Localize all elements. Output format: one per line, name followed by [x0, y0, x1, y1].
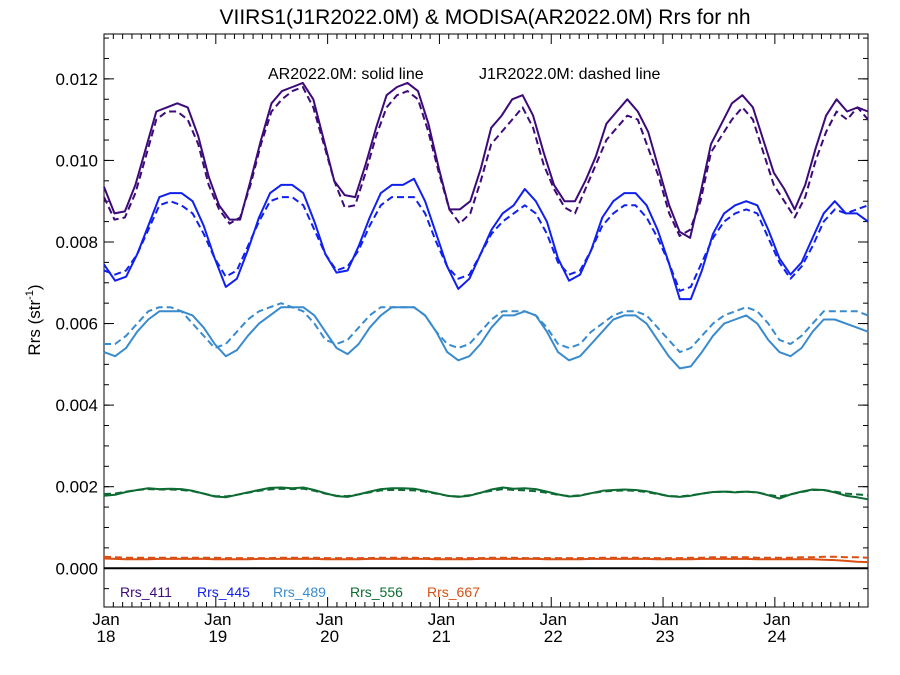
y-tick-label: 0.000 [55, 559, 98, 578]
legend-label: Rrs_411 [120, 584, 172, 600]
Rrs_411-dashed-line [103, 86, 869, 237]
y-axis-label-main: Rrs (str [25, 300, 44, 356]
chart-title: VIIRS1(J1R2022.0M) & MODISA(AR2022.0M) R… [219, 6, 750, 29]
Rrs_556-solid-line [103, 486, 869, 501]
x-tick-label-year: 24 [767, 627, 786, 646]
axis-ticks [103, 34, 869, 607]
legend-label: Rrs_445 [197, 584, 250, 600]
y-axis-label: Rrs (str-1) [24, 284, 44, 355]
Rrs_667-solid-line [103, 557, 869, 564]
y-tick-label: 0.006 [55, 315, 98, 334]
Rrs_489-dashed-line [104, 302, 869, 354]
x-tick-label-year: 20 [320, 627, 339, 646]
series-layer [103, 81, 869, 564]
x-tick-label-month: Jan [316, 610, 343, 629]
x-tick-label-year: 22 [544, 627, 563, 646]
x-tick-label-year: 18 [97, 627, 116, 646]
x-tick-label-month: Jan [651, 610, 678, 629]
x-tick-label-year: 21 [432, 627, 451, 646]
y-axis-label-close: ) [25, 284, 44, 290]
x-tick-label-month: Jan [204, 610, 231, 629]
Rrs_411-solid-line [103, 81, 869, 239]
y-tick-label: 0.004 [55, 396, 98, 415]
x-tick-label-month: Jan [763, 610, 790, 629]
x-tick-label-year: 19 [208, 627, 227, 646]
Rrs_445-solid-line [103, 177, 869, 301]
x-tick-label-month: Jan [92, 610, 119, 629]
x-tick-label-year: 23 [656, 627, 675, 646]
y-tick-labels: 0.000 0.002 0.004 0.006 0.008 0.010 0.012 [55, 70, 98, 578]
y-tick-label: 0.012 [55, 70, 98, 89]
x-tick-label-month: Jan [428, 610, 455, 629]
legend-label: Rrs_556 [350, 584, 403, 600]
y-tick-label: 0.008 [55, 233, 98, 252]
y-axis-label-sup: -1 [24, 290, 36, 300]
Rrs_667-dashed-line [103, 555, 869, 560]
y-tick-label: 0.002 [55, 478, 98, 497]
Rrs_489-solid-line [103, 306, 869, 370]
legend-label: Rrs_489 [273, 584, 326, 600]
y-tick-label: 0.010 [55, 151, 98, 170]
legend: Rrs_411 Rrs_445 Rrs_489 Rrs_556 Rrs_667 [120, 584, 480, 600]
annotation-solid: AR2022.0M: solid line [268, 66, 424, 83]
x-tick-label-month: Jan [540, 610, 567, 629]
annotation-dashed: J1R2022.0M: dashed line [479, 66, 661, 83]
legend-label: Rrs_667 [427, 584, 480, 600]
